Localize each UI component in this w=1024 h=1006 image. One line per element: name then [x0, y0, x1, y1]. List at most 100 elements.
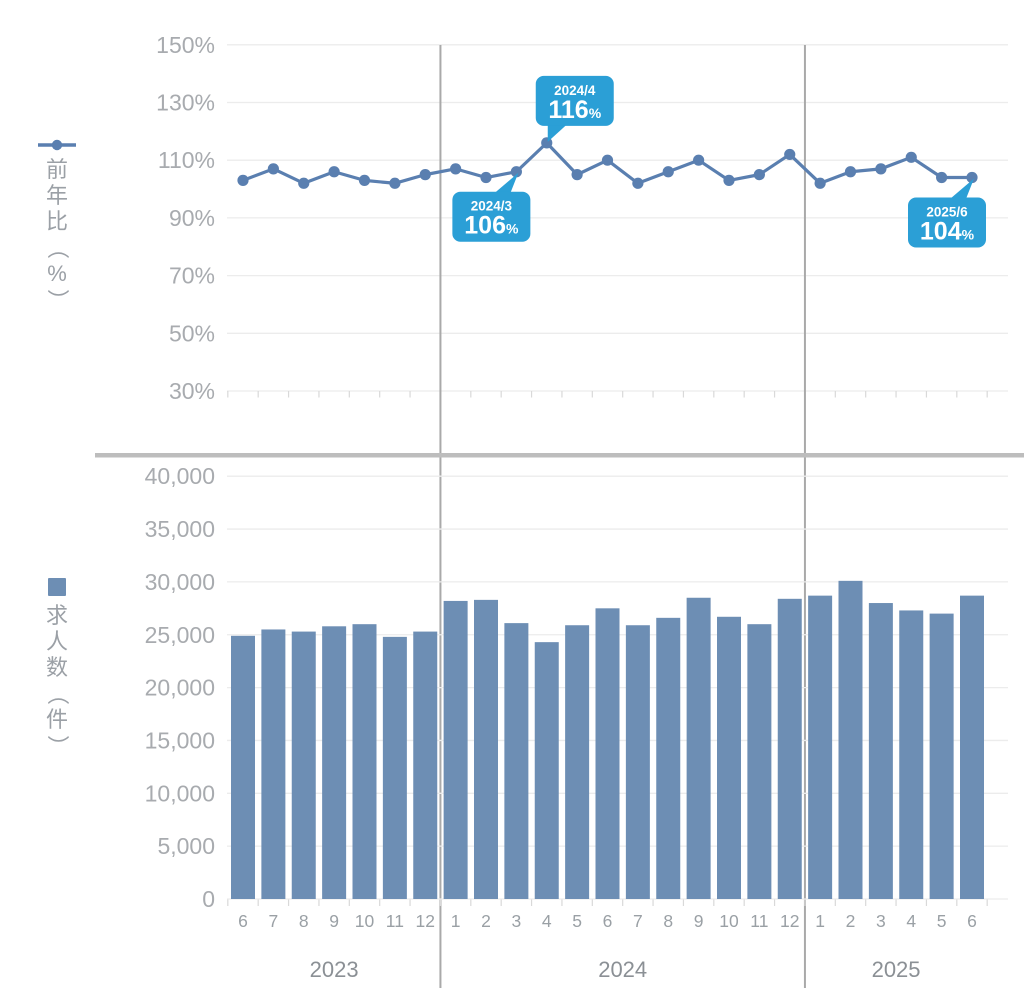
month-label: 9 — [329, 911, 339, 931]
data-point-2023/8 — [298, 177, 310, 189]
legend-char: 比 — [45, 208, 68, 234]
bar-2025/6 — [960, 595, 984, 899]
month-label: 1 — [815, 911, 825, 931]
month-label: 11 — [386, 911, 404, 931]
bar-2024/5 — [565, 625, 590, 899]
month-label: 7 — [633, 911, 643, 931]
panel-separator — [95, 453, 1024, 458]
data-point-2024/6 — [601, 154, 614, 166]
month-label: 4 — [542, 911, 552, 931]
month-label: 7 — [269, 911, 279, 931]
year-label: 2025 — [872, 957, 921, 982]
month-label: 2 — [846, 911, 856, 931]
bar-2025/4 — [899, 610, 924, 899]
data-point-2025/3 — [875, 163, 887, 175]
month-label: 10 — [355, 911, 375, 931]
month-label: 5 — [937, 911, 947, 931]
month-label: 12 — [780, 911, 799, 931]
data-point-2023/6 — [237, 174, 249, 186]
y-axis-tick-label: 5,000 — [157, 833, 215, 859]
data-point-2023/9 — [328, 166, 340, 178]
data-point-2024/9 — [693, 154, 705, 166]
callout-box — [535, 75, 614, 126]
y-axis-tick-label: 10,000 — [145, 780, 215, 806]
data-point-2024/10 — [723, 174, 735, 186]
bar-chart-panel: 40,000 35,000 30,000 25,000 20,000 15,000 10,0… — [145, 463, 1008, 912]
legend-char: % — [47, 260, 67, 286]
month-label: 8 — [299, 911, 309, 931]
year-label: 2023 — [310, 957, 359, 982]
bar-swatch-icon — [48, 578, 66, 596]
line-series-legend: 前年比（%） — [34, 138, 80, 313]
month-label: 6 — [238, 911, 248, 931]
bar-series-legend: 求人数（件） — [34, 578, 80, 759]
month-label: 12 — [416, 911, 435, 931]
data-point-2025/1 — [814, 177, 826, 189]
data-point-2024/11 — [753, 169, 765, 181]
callout-tail — [547, 121, 570, 142]
month-label: 1 — [451, 911, 461, 931]
y-axis-tick-label: 110% — [158, 147, 215, 173]
bar-2023/11 — [382, 636, 407, 899]
callout-tail — [491, 172, 519, 196]
line-series — [237, 137, 978, 189]
bar-2025/3 — [868, 603, 893, 899]
data-point-2024/7 — [632, 177, 644, 189]
legend-char: （ — [44, 682, 70, 705]
bar-2023/8 — [291, 631, 316, 899]
y-axis-tick-label: 130% — [156, 90, 215, 116]
y-axis-tick-label: 35,000 — [145, 516, 215, 542]
callout-value-label: 104% — [920, 218, 975, 246]
bar-2023/9 — [322, 626, 347, 899]
data-point-2025/5 — [936, 171, 948, 184]
y-axis-tick-label: 90% — [169, 205, 215, 231]
bar-2024/6 — [595, 608, 620, 899]
legend-char: 人 — [45, 628, 68, 654]
callout-box — [452, 191, 531, 242]
bar-2025/2 — [838, 580, 863, 899]
y-axis-tick-label: 20,000 — [145, 675, 215, 701]
callout-date-label: 2024/4 — [554, 83, 596, 98]
bar-2023/6 — [231, 635, 255, 899]
legend-char: （ — [44, 236, 70, 259]
callout-value-label: 116% — [548, 96, 601, 124]
y-axis-tick-label: 50% — [169, 320, 215, 346]
bar-2025/1 — [808, 595, 833, 899]
month-label: 6 — [603, 911, 613, 931]
bar-2024/12 — [777, 598, 802, 899]
month-label: 6 — [967, 911, 977, 931]
data-point-2024/12 — [784, 148, 796, 161]
month-label: 10 — [719, 911, 739, 931]
month-label: 3 — [512, 911, 522, 931]
data-point-2024/2 — [480, 171, 492, 184]
legend-char: ） — [44, 288, 70, 311]
callout-date-label: 2025/6 — [926, 205, 968, 220]
bar-2023/7 — [261, 629, 286, 899]
month-label: 8 — [663, 911, 673, 931]
y-axis-tick-label: 150% — [156, 32, 215, 58]
data-point-2025/6 — [966, 171, 978, 184]
data-point-2025/4 — [905, 151, 917, 163]
data-point-2024/5 — [571, 169, 583, 181]
bar-2024/1 — [443, 600, 468, 899]
y-axis-tick-label: 25,000 — [145, 622, 215, 648]
data-point-2024/3 — [510, 166, 522, 178]
legend-char: 年 — [45, 182, 68, 208]
month-label: 2 — [481, 911, 491, 931]
data-point-2024/8 — [662, 166, 674, 178]
month-label: 4 — [906, 911, 916, 931]
legend-char: ） — [44, 734, 70, 757]
bar-2023/12 — [413, 631, 438, 899]
y-axis-tick-label: 15,000 — [145, 727, 215, 753]
callout-tail — [947, 178, 974, 202]
callout-date-label: 2024/3 — [471, 199, 513, 214]
callout-box — [908, 197, 986, 248]
callout-value-label: 106% — [464, 212, 519, 240]
y-axis-tick-label: 70% — [169, 263, 215, 289]
